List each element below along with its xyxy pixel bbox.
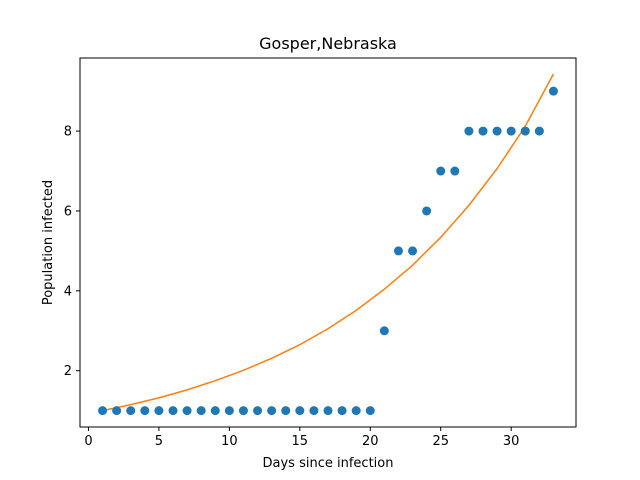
y-tick-label: 6: [64, 204, 72, 219]
y-tick-label: 4: [64, 284, 72, 299]
data-point: [464, 126, 474, 136]
fit-curve-layer: [102, 73, 555, 412]
points-layer: [98, 86, 558, 416]
data-point: [450, 166, 460, 176]
y-tick-label: 2: [64, 364, 72, 379]
data-point: [253, 406, 263, 416]
data-point: [126, 406, 136, 416]
data-point: [112, 406, 122, 416]
data-point: [154, 406, 164, 416]
data-point: [534, 126, 544, 136]
data-point: [224, 406, 234, 416]
data-point: [182, 406, 192, 416]
data-point: [436, 166, 446, 176]
data-point: [365, 406, 375, 416]
x-tick-label: 15: [292, 434, 309, 449]
data-point: [196, 406, 206, 416]
data-point: [267, 406, 277, 416]
y-axis-ticks: 2 4 6 8: [64, 125, 80, 379]
x-tick-label: 10: [221, 434, 238, 449]
data-point: [337, 406, 347, 416]
data-point: [168, 406, 178, 416]
data-point: [506, 126, 516, 136]
plot-frame: [79, 57, 577, 428]
y-axis-label: Population infected: [41, 180, 56, 305]
data-point: [281, 406, 291, 416]
data-point: [408, 246, 418, 256]
chart-title: Gosper,Nebraska: [259, 34, 397, 53]
data-point: [295, 406, 305, 416]
data-point: [98, 406, 108, 416]
y-tick-label: 8: [64, 125, 72, 140]
x-tick-label: 5: [155, 434, 163, 449]
data-point: [492, 126, 502, 136]
data-point: [323, 406, 333, 416]
x-tick-label: 20: [362, 434, 379, 449]
data-point: [393, 246, 403, 256]
x-tick-label: 0: [84, 434, 92, 449]
x-tick-label: 30: [503, 434, 520, 449]
data-point: [379, 326, 389, 336]
data-point: [309, 406, 319, 416]
x-axis-label: Days since infection: [263, 456, 394, 471]
data-point: [210, 406, 220, 416]
data-point: [351, 406, 361, 416]
data-point: [478, 126, 488, 136]
data-point: [548, 86, 558, 96]
x-tick-label: 25: [432, 434, 449, 449]
data-point: [238, 406, 248, 416]
x-axis-ticks: 0 5 10 15 20 25 30: [84, 427, 519, 449]
fit-line: [102, 73, 555, 412]
data-point: [140, 406, 150, 416]
data-point: [422, 206, 432, 216]
data-point: [520, 126, 530, 136]
